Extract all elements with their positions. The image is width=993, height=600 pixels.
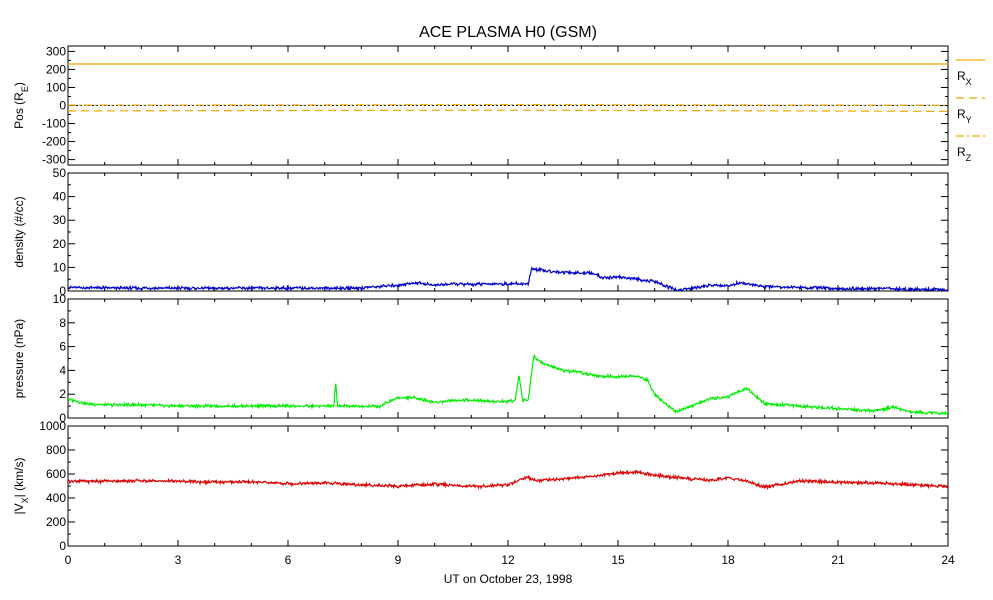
- legend-label: RY: [957, 107, 972, 125]
- y-tick-label: 800: [46, 443, 66, 457]
- y-tick-label: 8: [59, 316, 66, 330]
- y-axis-title: Pos (RE): [12, 82, 30, 129]
- x-tick-label: 24: [941, 553, 955, 567]
- panel-frame: [67, 172, 949, 292]
- x-tick-label: 21: [831, 553, 845, 567]
- chart-title: ACE PLASMA H0 (GSM): [419, 24, 597, 41]
- series-line-pressure-0: [68, 354, 948, 416]
- y-tick-label: 1000: [39, 419, 66, 433]
- y-tick-label: 300: [46, 44, 66, 58]
- panel-pressure: 0 2 4 6 8 10 pressure (nPa): [12, 292, 949, 425]
- y-tick-label: 10: [53, 292, 67, 306]
- series-line-pos-2: [68, 103, 948, 106]
- y-tick-label: 200: [46, 515, 66, 529]
- y-tick-label: 6: [59, 340, 66, 354]
- x-tick-label: 0: [65, 553, 72, 567]
- y-tick-label: 0: [59, 539, 66, 553]
- x-tick-label: 3: [175, 553, 182, 567]
- panel-density: 0 10 20 30 40 50 density (#/cc): [12, 166, 949, 298]
- series-line-density-0: [68, 266, 948, 291]
- y-tick-label: 400: [46, 491, 66, 505]
- panel-vx: 0 200 400 600 800 1000 |VX| (km/s) 0 3 6 9 12 15 18 21…: [12, 419, 955, 567]
- series-line-vx-0: [68, 469, 948, 491]
- legend-label: RZ: [957, 145, 972, 163]
- y-tick-label: -300: [42, 153, 66, 167]
- y-tick-label: 10: [53, 260, 67, 274]
- y-tick-label: 600: [46, 467, 66, 481]
- x-axis-title: UT on October 23, 1998: [444, 572, 573, 586]
- y-tick-label: 200: [46, 62, 66, 76]
- x-tick-label: 12: [501, 553, 515, 567]
- y-tick-label: 0: [59, 284, 66, 298]
- y-tick-label: 0: [59, 99, 66, 113]
- y-tick-label: 20: [53, 237, 67, 251]
- y-axis-title: |VX| (km/s): [12, 458, 30, 515]
- y-tick-label: 100: [46, 80, 66, 94]
- panel-frame: [67, 298, 949, 419]
- y-axis-title: density (#/cc): [12, 196, 26, 267]
- x-tick-label: 9: [395, 553, 402, 567]
- panel-pos: -300 -200 -100 0 100 200 300 Pos (RE) RX RY RZ: [12, 44, 985, 167]
- series-line-pos-1: [68, 109, 948, 112]
- y-tick-label: 2: [59, 387, 66, 401]
- y-tick-label: -200: [42, 135, 66, 149]
- y-tick-label: 40: [53, 190, 67, 204]
- x-tick-label: 15: [611, 553, 625, 567]
- y-tick-label: 4: [59, 363, 66, 377]
- y-tick-label: 50: [53, 166, 67, 180]
- y-tick-label: -100: [42, 117, 66, 131]
- x-tick-label: 6: [285, 553, 292, 567]
- y-tick-label: 0: [59, 411, 66, 425]
- y-axis-title: pressure (nPa): [12, 319, 26, 398]
- x-tick-label: 18: [721, 553, 735, 567]
- y-tick-label: 30: [53, 213, 67, 227]
- legend-label: RX: [957, 69, 972, 87]
